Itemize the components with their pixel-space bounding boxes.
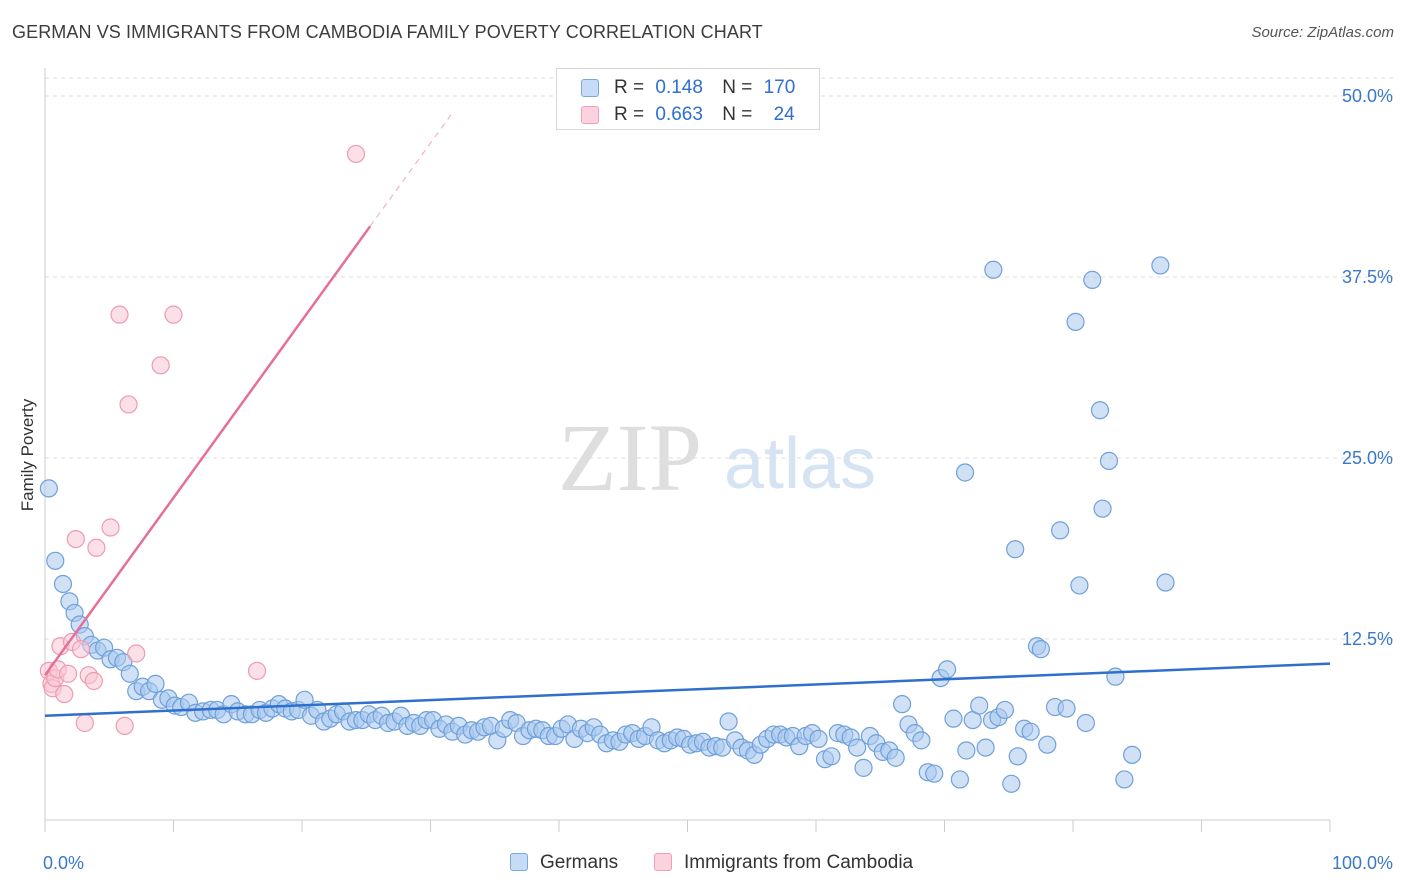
- y-tick-label: 37.5%: [1342, 267, 1393, 287]
- cambodia-point: [101, 518, 120, 537]
- y-tick-labels: 12.5% 25.0% 37.5% 50.0%: [1342, 86, 1393, 649]
- n-label: N =: [722, 104, 753, 125]
- watermark-zip: ZIP: [558, 404, 702, 511]
- germans-point: [1115, 770, 1134, 789]
- germans-point: [1066, 312, 1085, 331]
- germans-point: [1002, 774, 1021, 793]
- r-value: 0.148: [655, 77, 703, 98]
- germans-point: [1031, 640, 1050, 659]
- germans-point: [1106, 667, 1125, 686]
- germans-point: [120, 664, 139, 683]
- cambodia-point: [55, 684, 74, 704]
- cambodia-legend-label: Immigrants from Cambodia: [684, 852, 914, 873]
- germans-point: [46, 551, 65, 570]
- legend-item-germans: Germans: [510, 852, 618, 874]
- germans-point: [1093, 499, 1112, 518]
- cambodia-point: [71, 640, 91, 659]
- n-value: 170: [763, 77, 796, 98]
- chart-source: Source: ZipAtlas.com: [1251, 24, 1394, 41]
- germans-point: [1051, 521, 1070, 540]
- germans-legend-swatch: [510, 853, 528, 871]
- cambodia-swatch: [581, 106, 599, 124]
- cambodia-point: [164, 305, 183, 324]
- watermark: ZIP atlas: [558, 404, 876, 511]
- legend-item-cambodia: Immigrants from Cambodia: [654, 852, 913, 874]
- y-tick-label: 50.0%: [1342, 86, 1393, 106]
- germans-point: [955, 463, 975, 482]
- germans-point: [1076, 713, 1095, 733]
- germans-point: [984, 260, 1003, 279]
- germans-point: [1006, 540, 1025, 559]
- cambodia-point: [127, 644, 146, 663]
- germans-point: [1156, 573, 1175, 592]
- germans-point: [950, 770, 970, 789]
- cambodia-point: [346, 144, 366, 164]
- germans-point: [1021, 722, 1040, 741]
- germans-point: [39, 479, 58, 498]
- germans-point: [854, 758, 873, 777]
- germans-point: [944, 709, 963, 728]
- n-label: N =: [722, 77, 753, 98]
- germans-point: [970, 696, 989, 715]
- cambodia-trend-line: [43, 225, 372, 676]
- stats-legend: R = 0.148 N = 170 R = 0.663 N = 24: [556, 68, 820, 130]
- cambodia-points: [39, 144, 366, 735]
- cambodia-point: [66, 529, 85, 549]
- r-label: R =: [614, 77, 645, 98]
- germans-point: [1038, 735, 1057, 754]
- germans-point: [912, 731, 931, 750]
- germans-point: [892, 695, 912, 714]
- trend-lines: [43, 114, 1331, 717]
- germans-point: [1123, 745, 1142, 764]
- germans-point: [995, 700, 1014, 720]
- chart-title: GERMAN VS IMMIGRANTS FROM CAMBODIA FAMIL…: [12, 22, 763, 42]
- y-tick-label: 12.5%: [1342, 629, 1393, 649]
- germans-point: [1008, 747, 1027, 766]
- y-axis-label: Family Poverty: [18, 398, 37, 512]
- cambodia-point: [84, 671, 103, 691]
- cambodia-point: [151, 356, 170, 375]
- axes: [44, 68, 1331, 832]
- germans-swatch: [581, 79, 599, 97]
- cambodia-point: [75, 713, 94, 733]
- germans-points: [39, 256, 1175, 793]
- n-value: 24: [773, 104, 795, 125]
- germans-point: [957, 741, 976, 760]
- cambodia-point: [115, 716, 134, 735]
- germans-point: [886, 748, 905, 767]
- germans-point: [146, 674, 165, 693]
- germans-point: [848, 738, 867, 757]
- germans-point: [822, 747, 841, 766]
- germans-point: [937, 660, 957, 679]
- r-label: R =: [614, 104, 645, 125]
- r-value: 0.663: [655, 104, 703, 125]
- cambodia-trend-extension: [369, 114, 452, 227]
- cambodia-legend-swatch: [654, 853, 672, 871]
- watermark-atlas: atlas: [724, 424, 876, 504]
- cambodia-point: [247, 661, 267, 680]
- x-tick-label: 100.0%: [1332, 853, 1393, 873]
- x-tick-labels: 0.0% 100.0%: [43, 853, 1393, 873]
- germans-point: [1099, 451, 1119, 470]
- germans-point: [719, 712, 738, 731]
- germans-point: [1083, 270, 1102, 289]
- cambodia-point: [110, 305, 129, 324]
- cambodia-point: [87, 538, 106, 557]
- germans-point: [809, 729, 828, 749]
- germans-legend-label: Germans: [540, 852, 619, 873]
- germans-point: [1070, 576, 1089, 595]
- grid-lines: [45, 77, 1395, 640]
- germans-point: [53, 574, 73, 594]
- y-tick-label: 25.0%: [1342, 448, 1393, 468]
- cambodia-point: [119, 395, 138, 414]
- germans-point: [925, 764, 944, 783]
- germans-point: [1151, 256, 1170, 275]
- cambodia-point: [59, 664, 78, 683]
- x-tick-label: 0.0%: [43, 853, 84, 873]
- germans-point: [1090, 401, 1110, 420]
- germans-point: [976, 738, 995, 757]
- germans-point: [1057, 699, 1076, 718]
- germans-trend-line: [44, 662, 1331, 717]
